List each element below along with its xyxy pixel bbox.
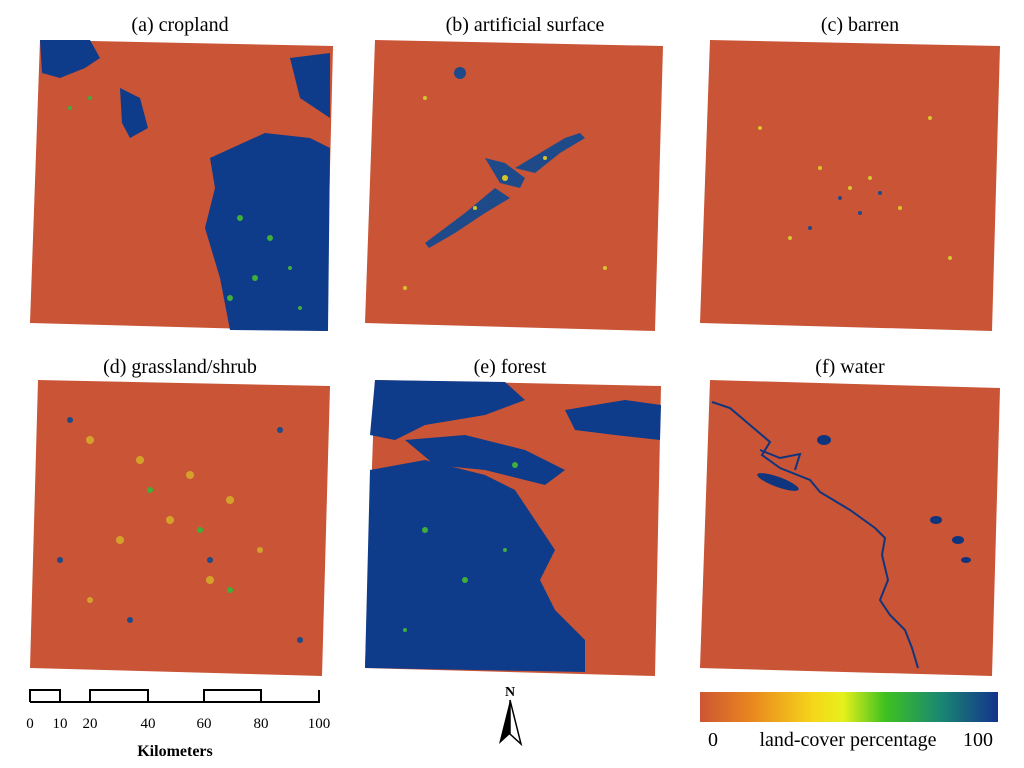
map-extent: [700, 380, 1000, 676]
map-artificial-surface: [365, 40, 663, 331]
scale-tick-0: 0: [26, 716, 34, 732]
legend-color-ramp: [700, 692, 998, 722]
map-extent: [700, 40, 1000, 331]
scale-tick-100: 100: [308, 716, 331, 732]
panel-title-forest: (e) forest: [473, 356, 547, 378]
north-arrow-icon: [499, 699, 523, 747]
water-bodies: [757, 435, 971, 563]
scale-bar: 0 10 20 40 60 80 100 Kilometers: [26, 689, 331, 760]
panel-title-water: (f) water: [815, 356, 885, 378]
legend: 0 land-cover percentage 100: [700, 692, 998, 751]
cover-mid: [68, 96, 302, 310]
scale-tick-40: 40: [141, 716, 156, 732]
cover-green: [147, 487, 233, 593]
panel-title-cropland: (a) cropland: [131, 14, 229, 36]
legend-title: land-cover percentage: [759, 729, 936, 751]
legend-min-label: 0: [708, 729, 718, 751]
scale-unit-label: Kilometers: [137, 743, 213, 760]
map-cropland: [30, 40, 333, 331]
legend-max-label: 100: [963, 729, 993, 751]
cover-high: [808, 191, 882, 230]
map-forest: [365, 380, 661, 676]
cover-mid: [758, 116, 952, 260]
cover-high: [425, 67, 585, 248]
cover-mid: [86, 436, 263, 603]
scale-tick-20: 20: [83, 716, 98, 732]
cover-high: [365, 380, 661, 672]
north-arrow: N: [499, 685, 523, 747]
panel-title-artificial-surface: (b) artificial surface: [445, 14, 605, 36]
cover-high: [40, 40, 330, 331]
scale-tick-10: 10: [53, 716, 68, 732]
panel-title-grassland-shrub: (d) grassland/shrub: [103, 356, 257, 378]
panel-title-barren: (c) barren: [820, 14, 900, 36]
water-rivers: [711, 401, 919, 669]
map-grassland-shrub: [30, 380, 330, 676]
map-extent: [30, 380, 330, 676]
cover-mid: [403, 462, 518, 632]
cover-high: [57, 417, 303, 643]
map-barren: [700, 40, 1000, 331]
map-water: [700, 380, 1000, 676]
scale-tick-60: 60: [197, 716, 212, 732]
north-label: N: [505, 685, 515, 700]
cover-mid: [403, 96, 607, 290]
scale-tick-80: 80: [254, 716, 269, 732]
